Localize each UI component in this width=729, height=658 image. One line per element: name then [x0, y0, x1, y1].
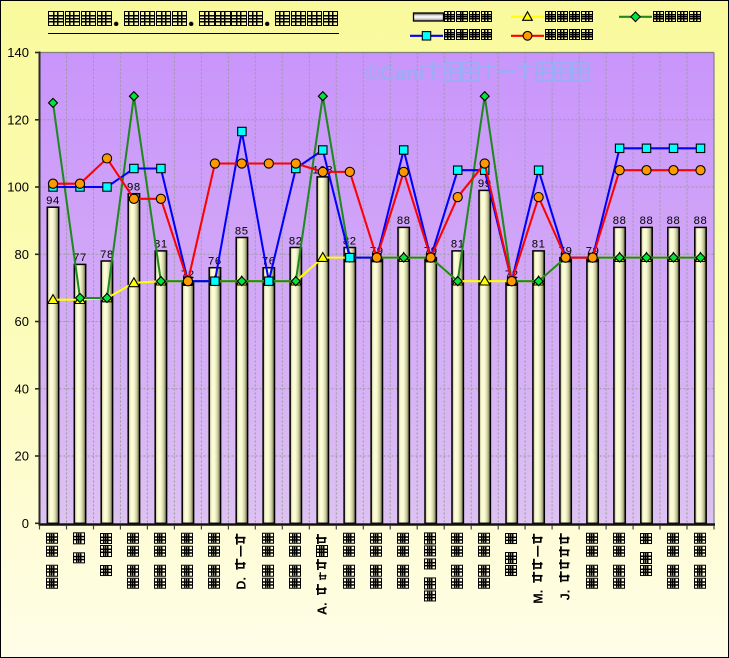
svg-text:40: 40 — [15, 381, 29, 396]
svg-text:81: 81 — [154, 239, 168, 251]
svg-text:20: 20 — [15, 449, 29, 464]
svg-text:98: 98 — [127, 182, 141, 194]
svg-text:78: 78 — [100, 249, 114, 261]
svg-text:88: 88 — [613, 215, 627, 227]
svg-text:81: 81 — [451, 239, 465, 251]
svg-text:88: 88 — [397, 215, 411, 227]
svg-text:77: 77 — [73, 252, 87, 264]
svg-text:0: 0 — [22, 516, 29, 531]
svg-text:88: 88 — [694, 215, 708, 227]
svg-text:81: 81 — [532, 239, 546, 251]
svg-text:80: 80 — [15, 247, 29, 262]
svg-text:85: 85 — [235, 225, 249, 237]
svg-text:94: 94 — [46, 195, 60, 207]
svg-text:88: 88 — [667, 215, 681, 227]
svg-text:100: 100 — [7, 180, 29, 195]
svg-text:120: 120 — [7, 112, 29, 127]
svg-text:140: 140 — [7, 45, 29, 60]
svg-text:82: 82 — [289, 235, 303, 247]
svg-text:60: 60 — [15, 314, 29, 329]
svg-text:88: 88 — [640, 215, 654, 227]
